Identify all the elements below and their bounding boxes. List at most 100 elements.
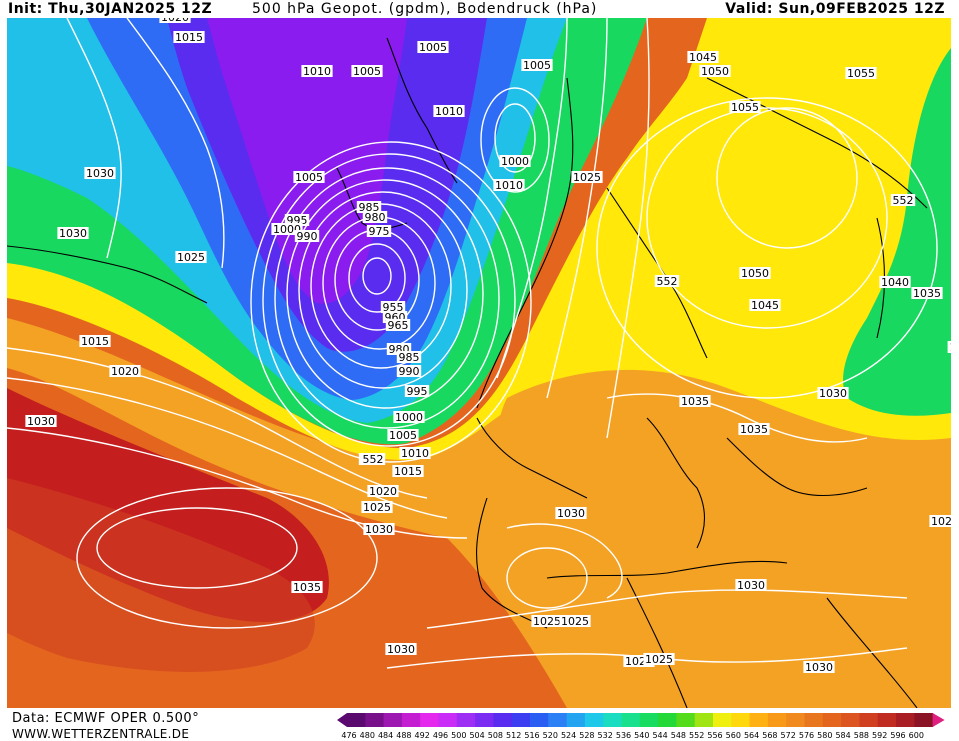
legend-swatch [841, 713, 860, 727]
legend-value: 512 [506, 731, 521, 740]
svg-text:1025: 1025 [573, 171, 601, 184]
svg-text:980: 980 [365, 211, 386, 224]
website-label: WWW.WETTERZENTRALE.DE [12, 727, 190, 741]
isobar-label: 1035 [679, 395, 711, 408]
svg-text:1010: 1010 [401, 447, 429, 460]
isobar-label: 1035 [738, 423, 770, 436]
isobar-label: 552 [890, 194, 916, 207]
svg-text:1000: 1000 [501, 155, 529, 168]
isobar-label: 975 [366, 225, 392, 238]
legend-value: 524 [561, 731, 576, 740]
isobar-label: 1005 [351, 65, 383, 78]
legend-swatch [401, 713, 421, 727]
svg-text:1030: 1030 [387, 643, 415, 656]
svg-text:1030: 1030 [86, 167, 114, 180]
svg-text:552: 552 [893, 194, 914, 207]
isobar-label: 1030 [817, 387, 849, 400]
svg-text:1015: 1015 [175, 31, 203, 44]
isobar-label: 1025 [175, 251, 207, 264]
svg-text:975: 975 [369, 225, 390, 238]
legend-value: 540 [634, 731, 649, 740]
field-deep-purple [207, 18, 407, 304]
legend-swatch [658, 713, 677, 727]
legend-value: 536 [616, 731, 631, 740]
map-title: 500 hPa Geopot. (gpdm), Bodendruck (hPa) [252, 1, 598, 17]
legend-swatch [804, 713, 824, 727]
isobar-label: 1005 [521, 59, 553, 72]
legend-swatch [475, 713, 494, 727]
legend-value: 492 [415, 731, 430, 740]
isobar-label: 1020 [929, 515, 951, 528]
legend-value: 552 [689, 731, 704, 740]
isobar-label: 1030 [363, 523, 395, 536]
svg-text:1020: 1020 [369, 485, 397, 498]
svg-text:1035: 1035 [293, 581, 321, 594]
isobar-label: 980 [362, 211, 388, 224]
isobar-label: 1040 [879, 276, 911, 289]
legend-value: 588 [854, 731, 869, 740]
field-green-east [843, 48, 951, 416]
legend-swatch [383, 713, 403, 727]
legend-value: 568 [762, 731, 777, 740]
isobar-label: 1030 [385, 643, 417, 656]
isobar-label: 955 [380, 301, 406, 314]
legend-value: 532 [598, 731, 613, 740]
isobar-label: 1030 [803, 661, 835, 674]
isobar-label: 1 [947, 341, 951, 354]
isobar-label: 1035 [911, 287, 943, 300]
legend-value: 560 [726, 731, 741, 740]
isobar-label: 1055 [845, 67, 877, 80]
legend-swatch [584, 713, 604, 727]
isobar-label: 1035 [291, 581, 323, 594]
svg-text:1030: 1030 [819, 387, 847, 400]
isobar-label: 1025 [559, 615, 591, 628]
isobar-label: 1050 [699, 65, 731, 78]
svg-text:1020: 1020 [161, 18, 189, 24]
svg-text:1050: 1050 [741, 267, 769, 280]
svg-text:955: 955 [383, 301, 404, 314]
isobar-label: 1010 [493, 179, 525, 192]
isobar-labels: 1020 1015 1010 1005 1005 1005 1010 1000 1010 1025… [25, 18, 951, 674]
isobar-label: 1020 [159, 18, 191, 24]
svg-text:1035: 1035 [740, 423, 768, 436]
legend-value: 516 [524, 731, 539, 740]
legend-swatch [914, 713, 934, 727]
svg-text:1040: 1040 [881, 276, 909, 289]
isobar-label: 1005 [387, 429, 419, 442]
legend-swatch [859, 713, 879, 727]
svg-text:995: 995 [407, 385, 428, 398]
isobar-label: 1030 [57, 227, 89, 240]
isobar-label: 1045 [749, 299, 781, 312]
legend-value: 572 [781, 731, 796, 740]
field-orange-south [496, 369, 951, 708]
isobar-label: 1015 [79, 335, 111, 348]
svg-text:990: 990 [297, 230, 318, 243]
header-bar: Init: Thu,30JAN2025 12Z 500 hPa Geopot. … [0, 0, 959, 18]
isobar-label: 552 [360, 453, 386, 466]
legend-value: 520 [543, 731, 558, 740]
legend-value: 580 [817, 731, 832, 740]
legend-swatch [530, 713, 549, 727]
legend-swatch [749, 713, 769, 727]
legend-value: 592 [872, 731, 887, 740]
legend-swatch [676, 713, 696, 727]
legend-value: 556 [707, 731, 722, 740]
isobar-label: 985 [356, 201, 382, 214]
legend-swatch [694, 713, 714, 727]
isobar-label: 1030 [735, 579, 767, 592]
legend-value: 500 [451, 731, 466, 740]
legend-swatch [621, 713, 641, 727]
legend-swatch [456, 713, 476, 727]
isobar-label: 1045 [687, 51, 719, 64]
isobar-label: 1015 [392, 465, 424, 478]
init-time-label: Init: Thu,30JAN2025 12Z [8, 1, 213, 17]
svg-text:1015: 1015 [81, 335, 109, 348]
isobar-label: 990 [294, 230, 320, 243]
isobar-label: 1010 [433, 105, 465, 118]
legend-arrow-right [932, 713, 945, 727]
svg-text:1030: 1030 [557, 507, 585, 520]
legend-swatch [639, 713, 659, 727]
svg-text:1035: 1035 [913, 287, 941, 300]
svg-text:1005: 1005 [295, 171, 323, 184]
isobar-label: 1050 [739, 267, 771, 280]
